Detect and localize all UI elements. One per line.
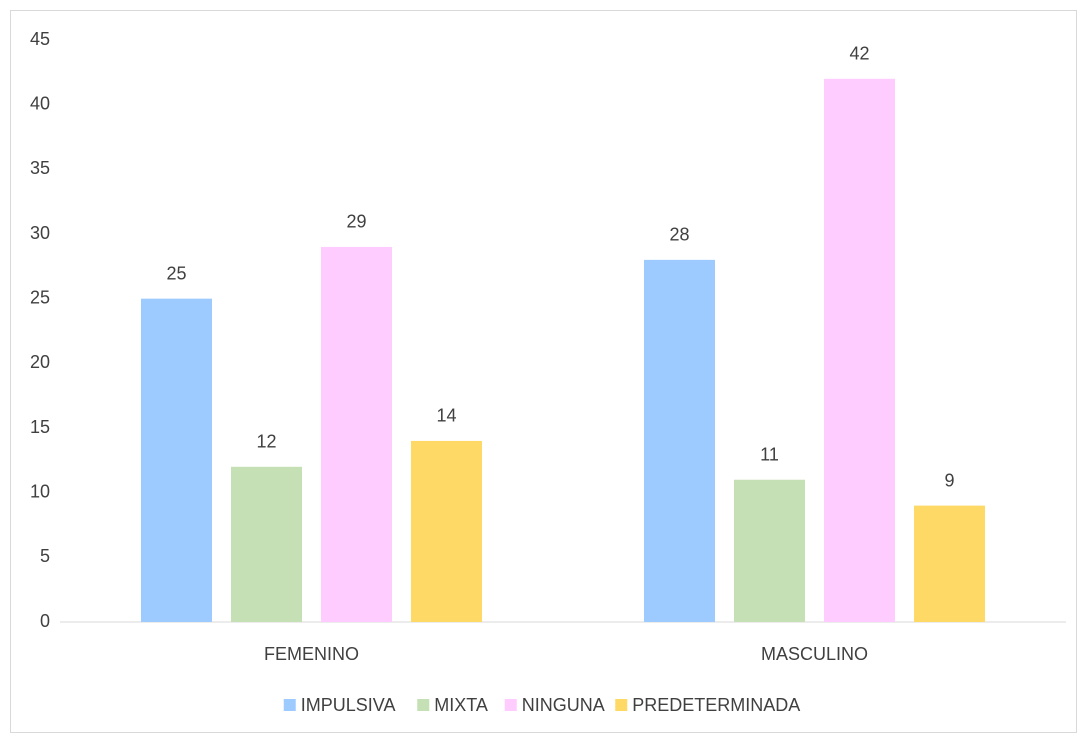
legend-label: IMPULSIVA [301,695,396,715]
bar [734,479,805,622]
y-tick-label: 35 [30,158,50,178]
data-label: 12 [256,432,276,452]
bar [411,440,482,622]
y-tick-label: 5 [40,546,50,566]
y-tick-label: 20 [30,352,50,372]
bar [824,78,895,623]
y-tick-label: 40 [30,93,50,113]
legend-swatch [504,699,517,711]
data-label: 29 [346,212,366,232]
legend-swatch [283,699,296,711]
y-tick-label: 0 [40,611,50,631]
legend-label: PREDETERMINADA [632,695,800,715]
legend-swatch [417,699,430,711]
data-label: 9 [944,470,954,490]
y-tick-label: 30 [30,223,50,243]
y-tick-label: 15 [30,417,50,437]
legend-swatch [615,699,628,711]
bar [644,259,715,622]
y-tick-label: 10 [30,481,50,501]
data-label: 28 [669,225,689,245]
bar [914,505,985,622]
data-label: 11 [760,444,779,464]
x-tick-label: MASCULINO [761,644,868,664]
data-label: 25 [166,263,186,283]
bar [321,246,392,622]
data-label: 14 [436,406,456,426]
bar [141,298,212,622]
legend-label: NINGUNA [522,695,605,715]
bar [231,466,302,622]
y-tick-label: 45 [30,29,50,49]
legend-label: MIXTA [434,695,488,715]
data-label: 42 [849,44,869,64]
y-tick-label: 25 [30,287,50,307]
x-tick-label: FEMENINO [264,644,359,664]
